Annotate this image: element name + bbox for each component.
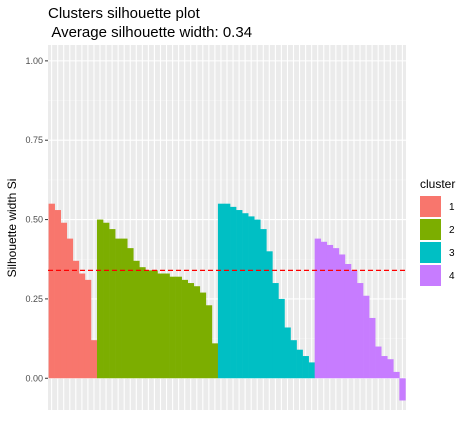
bar-cluster-4	[393, 371, 400, 379]
bar-cluster-3	[223, 203, 231, 379]
legend-label-3: 3	[449, 248, 455, 259]
legend-key-1	[420, 196, 441, 217]
bar-cluster-2	[175, 276, 182, 379]
bar-cluster-4	[338, 254, 346, 379]
bar-cluster-2	[109, 229, 116, 379]
bar-cluster-3	[266, 251, 273, 379]
y-tick-label: 1.00	[25, 56, 43, 66]
bar-cluster-2	[96, 219, 104, 379]
bar-cluster-3	[217, 203, 225, 379]
chart-subtitle: Average silhouette width: 0.34	[48, 24, 252, 41]
bar-cluster-4	[332, 248, 340, 379]
bar-cluster-4	[314, 238, 322, 379]
bar-cluster-4	[363, 295, 370, 379]
bar-cluster-4	[350, 270, 358, 379]
bar-cluster-4	[320, 241, 328, 379]
y-tick-label: 0.00	[25, 373, 43, 383]
bar-cluster-2	[115, 238, 122, 379]
y-axis-title: Silhouette width Si	[5, 179, 19, 278]
bar-cluster-3	[278, 298, 285, 379]
bar-cluster-3	[242, 213, 249, 379]
bar-cluster-2	[157, 273, 164, 379]
bar-cluster-3	[296, 349, 303, 379]
bar-cluster-3	[260, 229, 267, 379]
bar-cluster-2	[169, 276, 176, 379]
bar-cluster-3	[290, 340, 297, 379]
legend: cluster 1 2 3 4	[420, 177, 455, 286]
bar-cluster-4	[357, 283, 364, 379]
y-axis: 1.00 0.75 0.50 0.25 0.00	[25, 56, 48, 383]
bar-cluster-4	[375, 346, 382, 379]
bar-cluster-1	[66, 238, 74, 379]
legend-title: cluster	[420, 177, 455, 191]
y-tick-label: 0.75	[25, 135, 43, 145]
bar-cluster-1	[54, 210, 61, 379]
bar-cluster-1	[60, 222, 68, 379]
y-tick-label: 0.25	[25, 294, 43, 304]
legend-key-4	[420, 265, 441, 286]
bar-cluster-2	[199, 292, 207, 379]
legend-label-4: 4	[449, 271, 455, 282]
bar-cluster-3	[254, 219, 261, 379]
bar-cluster-2	[187, 283, 195, 379]
bar-cluster-2	[205, 305, 213, 379]
bar-cluster-1	[90, 340, 98, 379]
bar-cluster-3	[272, 283, 279, 379]
bar-cluster-3	[302, 356, 309, 379]
bar-cluster-3	[308, 362, 315, 379]
bar-cluster-4	[387, 359, 394, 379]
bar-cluster-3	[248, 216, 255, 379]
bar-cluster-2	[211, 343, 219, 379]
y-tick-label: 0.50	[25, 215, 43, 225]
bars-group	[48, 203, 406, 401]
bar-cluster-2	[151, 270, 158, 379]
legend-label-1: 1	[449, 202, 455, 213]
bar-cluster-3	[230, 206, 237, 379]
bar-cluster-3	[236, 210, 243, 379]
bar-cluster-1	[48, 203, 55, 379]
bar-cluster-1	[78, 273, 86, 379]
bar-cluster-4	[381, 356, 388, 379]
bar-cluster-4	[326, 244, 334, 379]
bar-cluster-4	[369, 317, 376, 379]
bar-cluster-1	[84, 279, 92, 379]
bar-cluster-2	[133, 260, 140, 379]
bar-cluster-3	[284, 327, 291, 379]
bar-cluster-2	[121, 238, 128, 379]
bar-cluster-2	[145, 270, 152, 379]
bar-cluster-4	[344, 264, 352, 379]
bar-cluster-2	[127, 248, 134, 379]
bar-cluster-4	[399, 378, 406, 401]
bar-cluster-2	[163, 273, 170, 379]
chart-title: Clusters silhouette plot	[48, 5, 201, 22]
legend-key-3	[420, 242, 441, 263]
legend-label-2: 2	[449, 225, 455, 236]
bar-cluster-2	[103, 222, 110, 379]
bar-cluster-2	[181, 279, 188, 379]
legend-key-2	[420, 219, 441, 240]
bar-cluster-2	[139, 267, 146, 379]
bar-cluster-1	[72, 260, 80, 379]
bar-cluster-2	[193, 286, 201, 379]
